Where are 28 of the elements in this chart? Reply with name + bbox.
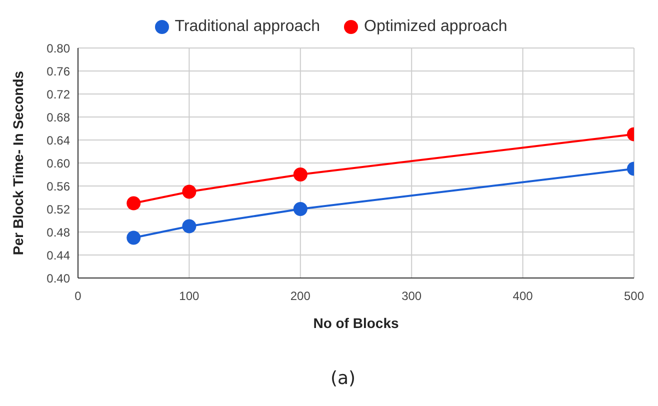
- x-tick-label: 100: [179, 289, 200, 303]
- point: [293, 168, 308, 182]
- y-tick-label: 0.48: [46, 225, 70, 240]
- x-tick-label: 300: [402, 289, 422, 303]
- y-tick-label: 0.64: [46, 133, 70, 148]
- x-tick-label: 400: [512, 289, 534, 303]
- x-tick-label: 200: [290, 289, 311, 303]
- y-tick-label: 0.76: [46, 64, 70, 78]
- x-axis-title: No of Blocks: [313, 315, 399, 331]
- point: [182, 184, 196, 199]
- y-tick-label: 0.80: [46, 41, 70, 56]
- legend-label: Traditional approach: [174, 18, 320, 36]
- y-axis-title: Per Block Time- In Seconds: [10, 70, 26, 256]
- x-tick-label: 0: [74, 289, 82, 303]
- point: [126, 196, 141, 210]
- y-tick-label: 0.72: [46, 87, 70, 102]
- point: [182, 219, 196, 234]
- y-tick-label: 0.68: [46, 110, 70, 124]
- y-tick-label: 0.60: [46, 156, 70, 170]
- point: [293, 202, 308, 216]
- y-tick-label: 0.56: [46, 179, 70, 194]
- x-tick-label: 500: [624, 289, 644, 303]
- point: [126, 230, 141, 245]
- legend-label: Optimized approach: [363, 18, 508, 36]
- y-tick-label: 0.52: [46, 202, 70, 216]
- y-tick-label: 0.44: [46, 248, 70, 262]
- text: (a): [329, 368, 357, 389]
- y-tick-label: 0.40: [46, 271, 70, 286]
